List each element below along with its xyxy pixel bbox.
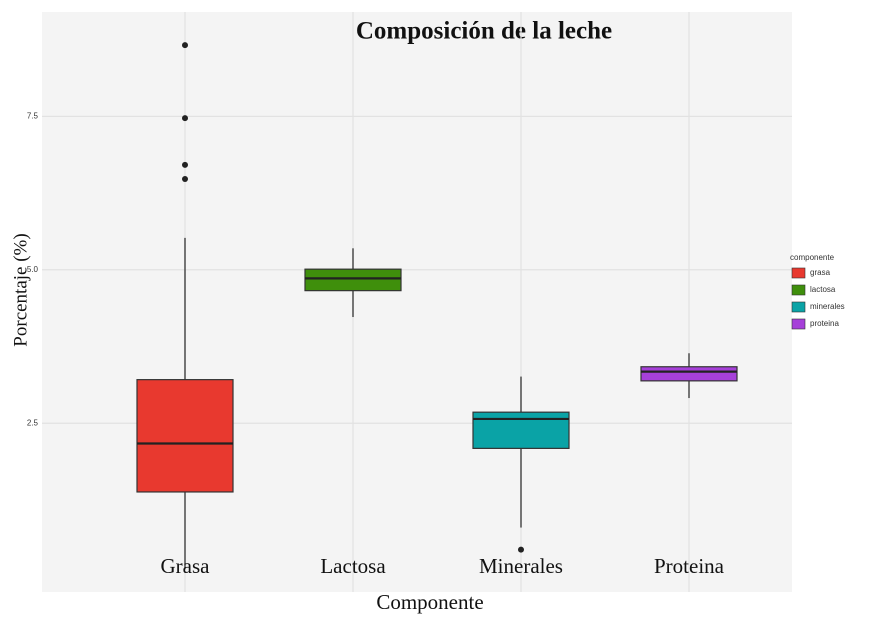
y-tick-label: 5.0 xyxy=(27,265,39,274)
outlier xyxy=(182,115,188,122)
legend-label: grasa xyxy=(810,268,831,277)
outlier xyxy=(518,546,524,553)
legend-key xyxy=(791,284,806,296)
box xyxy=(304,268,402,292)
legend-label: minerales xyxy=(810,302,845,311)
legend-label: proteina xyxy=(810,319,839,328)
legend-label: lactosa xyxy=(810,285,836,294)
x-tick-label: Minerales xyxy=(479,554,563,578)
plot-panel xyxy=(42,12,792,592)
y-tick-label: 7.5 xyxy=(27,111,39,120)
x-axis-label: Componente xyxy=(376,590,483,614)
x-tick-label: Proteina xyxy=(654,554,725,578)
x-tick-label: Grasa xyxy=(161,554,211,578)
outlier xyxy=(182,175,188,182)
legend-title: componente xyxy=(790,253,835,262)
outlier xyxy=(182,42,188,49)
y-tick-label: 2.5 xyxy=(27,418,39,427)
box xyxy=(640,366,738,382)
legend-key xyxy=(791,318,806,330)
chart-title: Composición de la leche xyxy=(356,18,612,45)
legend-key xyxy=(791,301,806,313)
legend-key xyxy=(791,267,806,279)
box xyxy=(136,379,234,493)
outlier xyxy=(182,161,188,168)
y-axis-label: Porcentaje (%) xyxy=(10,233,31,346)
x-tick-label: Lactosa xyxy=(320,554,386,578)
box xyxy=(472,411,570,449)
